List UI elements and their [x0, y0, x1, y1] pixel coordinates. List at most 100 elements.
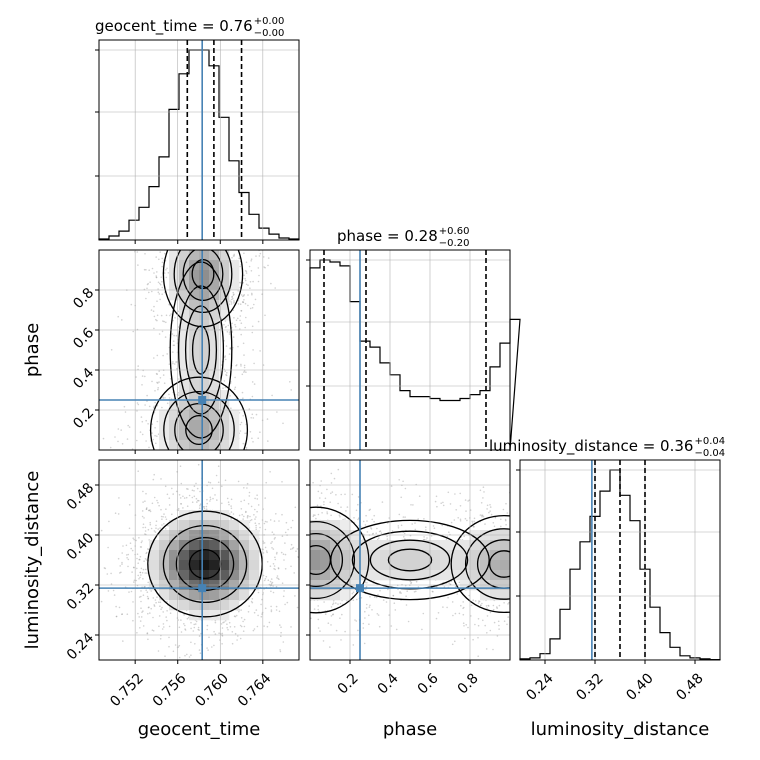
sample-point [264, 578, 267, 580]
sample-point [144, 530, 147, 532]
sample-point [128, 591, 130, 593]
sample-point [247, 611, 250, 613]
sample-point [215, 474, 218, 477]
sample-point [151, 502, 154, 505]
sample-point [141, 375, 144, 377]
sample-point [156, 420, 159, 423]
sample-point [340, 506, 342, 509]
sample-point [184, 629, 187, 631]
sample-point [236, 514, 238, 516]
sample-point [147, 638, 149, 641]
sample-point [197, 171, 199, 173]
sample-point [284, 481, 286, 483]
sample-point [486, 632, 488, 634]
sample-point [264, 314, 266, 317]
sample-point [240, 294, 243, 296]
sample-point [222, 248, 224, 250]
sample-point [507, 603, 509, 605]
sample-point [273, 575, 275, 577]
sample-point [517, 588, 519, 590]
sample-point [240, 310, 242, 312]
sample-point [270, 582, 273, 585]
sample-point [390, 485, 393, 487]
sample-point [307, 514, 309, 516]
sample-point [540, 589, 542, 591]
sample-point [290, 543, 293, 546]
sample-point [139, 571, 142, 574]
sample-point [248, 605, 250, 607]
sample-point [243, 625, 246, 628]
sample-point [147, 248, 149, 250]
sample-point [283, 590, 285, 592]
sample-point [289, 556, 291, 558]
sample-point [235, 614, 238, 617]
sample-point [257, 320, 260, 323]
sample-point [560, 529, 562, 531]
sample-point [410, 582, 412, 585]
sample-point [522, 541, 524, 543]
sample-point [467, 626, 469, 629]
sample-point [165, 269, 167, 271]
sample-point [472, 599, 475, 601]
sample-point [552, 524, 554, 526]
sample-point [364, 524, 367, 526]
sample-point [267, 579, 270, 581]
sample-point [368, 623, 370, 625]
sample-point [174, 190, 176, 192]
sample-point [409, 580, 412, 583]
sample-point [414, 522, 416, 524]
sample-point [211, 224, 213, 226]
sample-point [229, 347, 231, 350]
sample-point [247, 248, 249, 250]
sample-point [144, 526, 147, 529]
sample-point [162, 397, 165, 400]
sample-point [304, 515, 306, 517]
sample-point [279, 621, 281, 623]
sample-point [164, 397, 166, 399]
sample-point [243, 462, 245, 464]
sample-point [221, 502, 223, 505]
sample-point [149, 523, 152, 526]
sample-point [190, 458, 192, 460]
sample-point [272, 599, 274, 601]
sample-point [161, 293, 163, 296]
sample-point [139, 431, 142, 433]
sample-point [290, 521, 292, 523]
sample-point [266, 521, 268, 523]
sample-point [272, 548, 275, 550]
sample-point [230, 301, 233, 303]
sample-point [293, 565, 295, 567]
sample-point [165, 518, 168, 521]
sample-point [144, 585, 146, 588]
sample-point [278, 555, 280, 557]
sample-point [191, 501, 194, 504]
sample-point [536, 553, 538, 555]
sample-point [204, 237, 206, 239]
sample-point [228, 472, 230, 474]
sample-point [487, 604, 490, 607]
sample-point [229, 475, 231, 477]
sample-point [446, 606, 448, 609]
sample-point [264, 607, 267, 610]
sample-point [531, 621, 533, 623]
sample-point [120, 571, 122, 574]
sample-point [489, 629, 492, 632]
sample-point [119, 572, 121, 574]
sample-point [252, 608, 254, 610]
sample-point [166, 247, 168, 249]
sample-point [284, 553, 287, 556]
sample-point [532, 578, 534, 580]
sample-point [164, 252, 166, 255]
sample-point [166, 267, 168, 270]
sample-point [252, 417, 255, 419]
sample-point [261, 525, 263, 527]
sample-point [263, 266, 265, 268]
sample-point [158, 504, 160, 507]
sample-point [485, 605, 488, 607]
sample-point [232, 215, 234, 217]
sample-point [418, 668, 420, 670]
sample-point [355, 448, 357, 450]
sample-point [286, 537, 288, 539]
sample-point [271, 581, 274, 584]
sample-point [281, 523, 283, 525]
